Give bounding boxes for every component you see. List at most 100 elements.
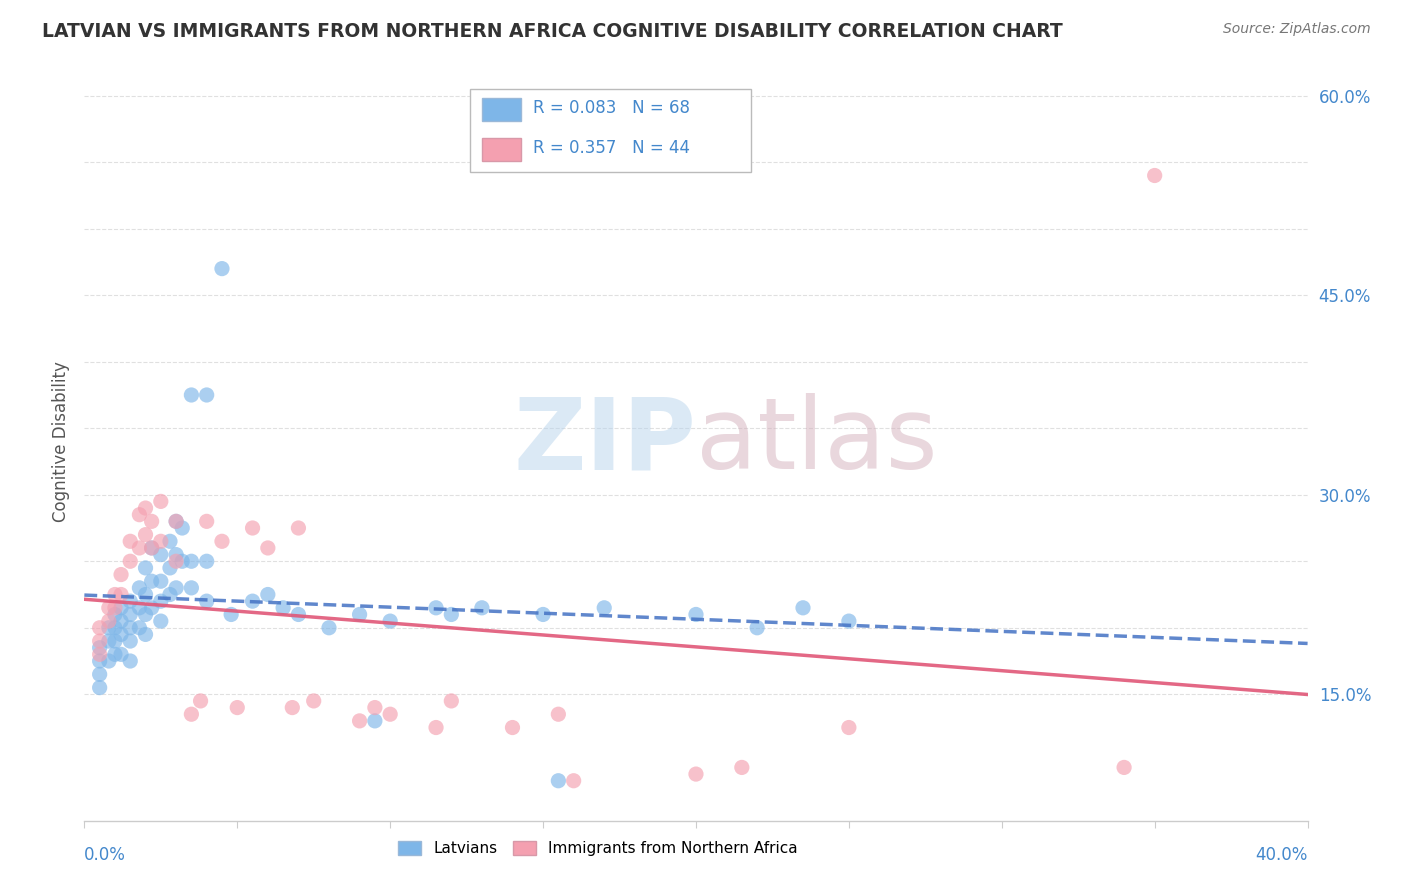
Point: [120, 621, 142, 635]
Point: [1143, 169, 1166, 183]
FancyBboxPatch shape: [482, 98, 522, 120]
Point: [128, 600, 150, 615]
Point: [190, 694, 212, 708]
Point: [287, 521, 309, 535]
Point: [165, 548, 187, 562]
Point: [104, 587, 127, 601]
Point: [135, 561, 157, 575]
Point: [128, 621, 150, 635]
Point: [318, 621, 340, 635]
Text: 40.0%: 40.0%: [1256, 846, 1308, 863]
Text: atlas: atlas: [696, 393, 938, 490]
FancyBboxPatch shape: [482, 138, 522, 161]
Point: [120, 607, 142, 622]
Point: [838, 614, 860, 628]
Point: [281, 700, 304, 714]
Text: R = 0.083   N = 68: R = 0.083 N = 68: [533, 99, 690, 117]
Point: [159, 534, 181, 549]
Point: [685, 607, 707, 622]
Point: [195, 514, 218, 528]
Point: [195, 594, 218, 608]
Point: [135, 627, 157, 641]
Point: [120, 634, 142, 648]
Point: [141, 600, 163, 615]
Point: [89, 654, 111, 668]
Point: [425, 721, 447, 735]
Point: [89, 640, 111, 655]
Point: [97, 621, 120, 635]
Point: [141, 574, 163, 589]
Point: [211, 261, 233, 276]
Point: [165, 514, 187, 528]
Point: [97, 654, 120, 668]
Point: [110, 587, 132, 601]
Point: [165, 554, 187, 568]
Point: [593, 600, 616, 615]
Point: [149, 574, 172, 589]
Point: [120, 594, 142, 608]
Point: [364, 700, 387, 714]
Point: [104, 634, 127, 648]
Point: [364, 714, 387, 728]
Point: [731, 760, 754, 774]
Point: [104, 600, 127, 615]
Point: [547, 707, 569, 722]
Point: [120, 554, 142, 568]
Point: [792, 600, 814, 615]
Text: R = 0.357   N = 44: R = 0.357 N = 44: [533, 139, 690, 157]
FancyBboxPatch shape: [470, 89, 751, 172]
Point: [97, 634, 120, 648]
Point: [547, 773, 569, 788]
Point: [149, 594, 172, 608]
Point: [180, 554, 202, 568]
Point: [149, 534, 172, 549]
Point: [257, 541, 280, 555]
Point: [135, 607, 157, 622]
Point: [149, 494, 172, 508]
Point: [226, 700, 249, 714]
Point: [89, 667, 111, 681]
Point: [471, 600, 494, 615]
Point: [172, 521, 194, 535]
Point: [89, 648, 111, 662]
Point: [135, 501, 157, 516]
Point: [110, 567, 132, 582]
Point: [257, 587, 280, 601]
Point: [141, 514, 163, 528]
Point: [440, 607, 463, 622]
Point: [242, 521, 264, 535]
Point: [128, 541, 150, 555]
Point: [89, 681, 111, 695]
Text: Source: ZipAtlas.com: Source: ZipAtlas.com: [1223, 22, 1371, 37]
Point: [211, 534, 233, 549]
Point: [380, 614, 402, 628]
Point: [502, 721, 524, 735]
Point: [159, 587, 181, 601]
Point: [97, 600, 120, 615]
Text: LATVIAN VS IMMIGRANTS FROM NORTHERN AFRICA COGNITIVE DISABILITY CORRELATION CHAR: LATVIAN VS IMMIGRANTS FROM NORTHERN AFRI…: [42, 22, 1063, 41]
Point: [128, 508, 150, 522]
Point: [110, 614, 132, 628]
Y-axis label: Cognitive Disability: Cognitive Disability: [52, 361, 70, 522]
Point: [172, 554, 194, 568]
Text: 0.0%: 0.0%: [84, 846, 127, 863]
Point: [135, 587, 157, 601]
Point: [219, 607, 242, 622]
Point: [531, 607, 554, 622]
Point: [195, 388, 218, 402]
Point: [110, 627, 132, 641]
Point: [1114, 760, 1136, 774]
Point: [135, 527, 157, 541]
Point: [141, 541, 163, 555]
Point: [104, 607, 127, 622]
Point: [562, 773, 585, 788]
Point: [110, 600, 132, 615]
Point: [349, 607, 371, 622]
Point: [302, 694, 325, 708]
Point: [110, 648, 132, 662]
Point: [149, 614, 172, 628]
Point: [165, 581, 187, 595]
Point: [149, 548, 172, 562]
Text: ZIP: ZIP: [513, 393, 696, 490]
Point: [165, 514, 187, 528]
